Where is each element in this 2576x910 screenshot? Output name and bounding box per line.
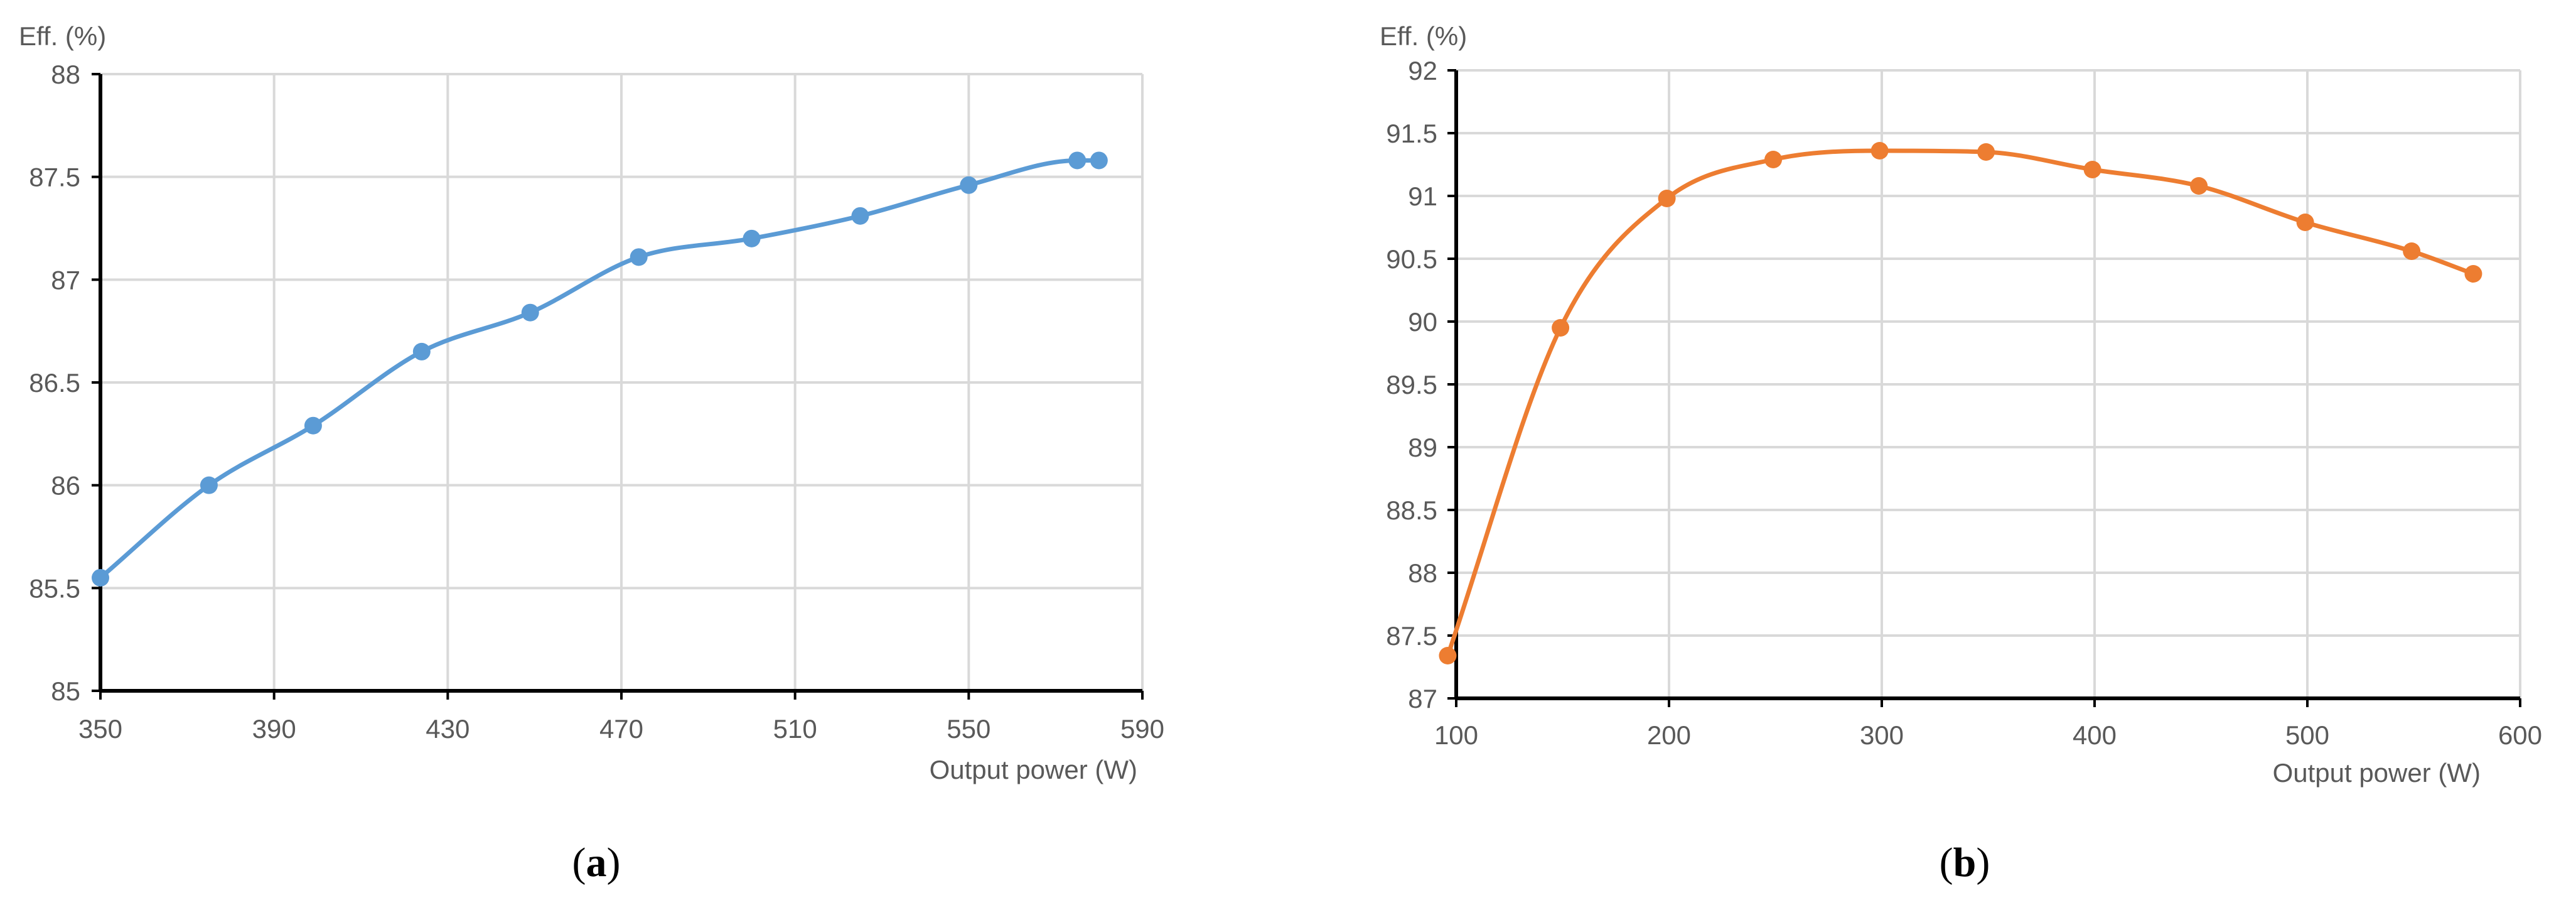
panel-caption-a: (a) — [572, 840, 621, 886]
y-tick-label-a: 86 — [51, 471, 80, 501]
data-point-b — [1977, 143, 1995, 161]
y-tick-label-b: 88 — [1408, 558, 1437, 588]
data-point-a — [630, 248, 648, 266]
panel-caption-b: (b) — [1940, 840, 1990, 886]
series-line-a — [98, 158, 1102, 580]
x-tick-label-b: 600 — [2498, 720, 2542, 750]
y-tick-label-b: 91 — [1408, 181, 1437, 211]
data-point-b — [2296, 214, 2314, 231]
y-tick-label-a: 88 — [51, 60, 80, 89]
x-tick-label-b: 400 — [2073, 720, 2117, 750]
x-tick-label-a: 550 — [947, 714, 990, 744]
panel-caption-letter-a: a — [586, 840, 607, 886]
x-tick-label-b: 300 — [1860, 720, 1904, 750]
data-point-a — [200, 476, 218, 494]
y-tick-label-a: 85.5 — [29, 573, 80, 603]
x-tick-label-b: 200 — [1647, 720, 1691, 750]
y-tick-label-a: 87 — [51, 265, 80, 295]
y-tick-label-b: 89 — [1408, 433, 1437, 462]
y-tick-label-a: 86.5 — [29, 368, 80, 398]
data-point-b — [1764, 151, 1783, 168]
data-point-b — [2190, 177, 2208, 195]
data-point-a — [521, 303, 539, 322]
data-point-b — [1870, 142, 1889, 160]
data-point-b — [2403, 242, 2421, 260]
data-point-a — [743, 229, 761, 247]
data-point-b — [2083, 161, 2101, 178]
chart-panel-a: 350 390 430 470 510 550 590 85 85.5 86 86.5 87 87.5 8… — [19, 21, 1164, 886]
data-point-b — [1552, 319, 1570, 337]
data-point-a — [851, 207, 869, 225]
x-tick-label-a: 430 — [426, 714, 470, 744]
y-tick-label-b: 90 — [1408, 307, 1437, 337]
series-line-b — [1445, 148, 2476, 658]
x-axis-title-a: Output power (W) — [930, 755, 1137, 784]
x-axis-title-b: Output power (W) — [2273, 758, 2481, 788]
x-tick-label-b: 500 — [2285, 720, 2329, 750]
x-tick-label-b: 100 — [1434, 720, 1478, 750]
y-axis-title-a: Eff. (%) — [19, 21, 106, 51]
x-tick-label-a: 390 — [252, 714, 296, 744]
data-point-b — [1439, 647, 1457, 664]
data-point-a — [412, 342, 431, 360]
y-tick-label-b: 91.5 — [1386, 119, 1437, 148]
y-tick-label-b: 92 — [1408, 56, 1437, 85]
x-tick-label-a: 590 — [1120, 714, 1164, 744]
y-tick-label-a: 87.5 — [29, 163, 80, 192]
y-tick-label-b: 87 — [1408, 684, 1437, 713]
x-tick-label-a: 470 — [599, 714, 643, 744]
data-point-b — [2464, 265, 2482, 283]
x-tick-label-a: 350 — [78, 714, 122, 744]
y-tick-label-b: 89.5 — [1386, 370, 1437, 399]
x-tick-label-a: 510 — [773, 714, 817, 744]
data-point-a — [304, 416, 322, 435]
y-tick-label-b: 87.5 — [1386, 621, 1437, 651]
data-point-a — [1090, 151, 1108, 170]
y-axis-title-b: Eff. (%) — [1380, 21, 1467, 51]
data-point-b — [1658, 190, 1676, 207]
panel-caption-letter-b: b — [1953, 840, 1977, 886]
y-tick-label-b: 88.5 — [1386, 496, 1437, 525]
chart-panel-b: 100 200 300 400 500 600 87 87.5 88 88.5 89 89.5 90 90… — [1380, 21, 2542, 886]
y-tick-label-a: 85 — [51, 676, 80, 706]
data-point-a — [92, 568, 109, 587]
data-point-a — [1068, 151, 1087, 170]
data-point-a — [960, 176, 978, 194]
y-tick-label-b: 90.5 — [1386, 244, 1437, 274]
